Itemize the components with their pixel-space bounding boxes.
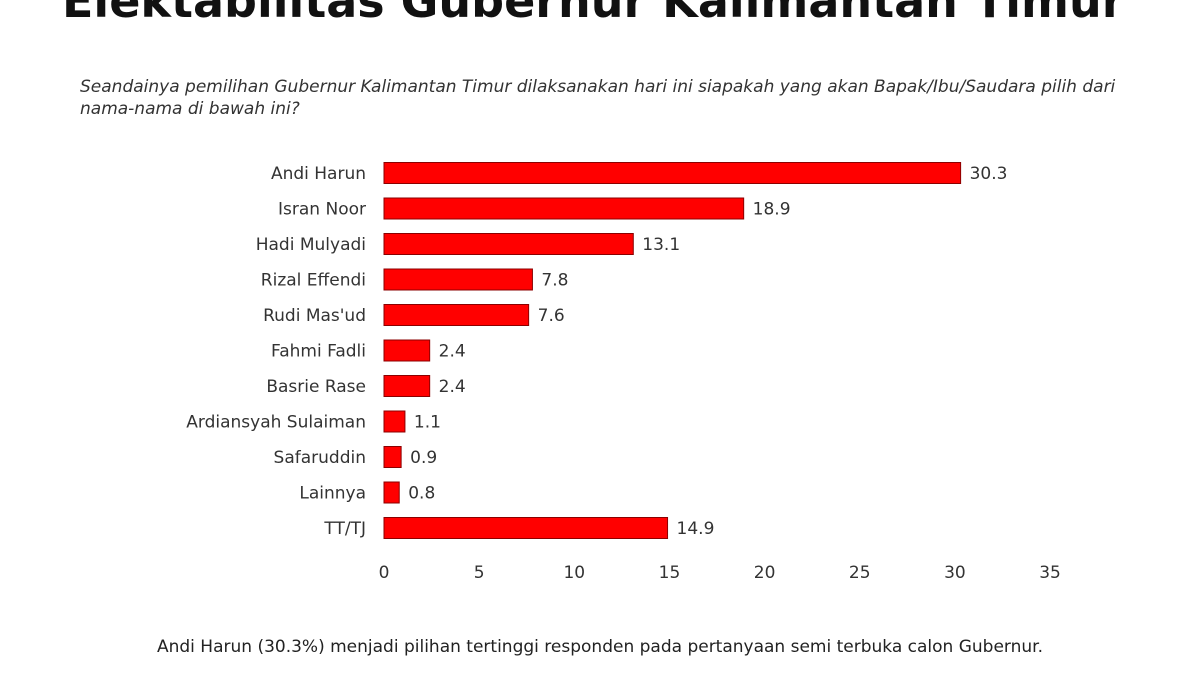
category-label: Safaruddin bbox=[274, 448, 366, 468]
value-label: 2.4 bbox=[439, 377, 466, 397]
bar bbox=[383, 304, 530, 326]
bar bbox=[383, 446, 402, 468]
chart-title: Elektabilitas Gubernur Kalimantan Timur bbox=[62, 0, 1125, 28]
bar bbox=[383, 517, 669, 539]
value-label: 7.8 bbox=[541, 271, 568, 291]
x-tick-label: 25 bbox=[849, 563, 871, 583]
bar bbox=[383, 197, 745, 220]
value-label: 7.6 bbox=[538, 306, 565, 326]
category-label: Fahmi Fadli bbox=[271, 342, 366, 362]
bar bbox=[383, 162, 962, 184]
bar-chart: Andi Harun 30.3 Isran Noor 18.9 Hadi Mulyadi… bbox=[186, 162, 1061, 583]
bar bbox=[383, 481, 400, 504]
bars-layer bbox=[383, 162, 962, 539]
value-label: 13.1 bbox=[642, 235, 680, 255]
value-label: 2.4 bbox=[439, 342, 466, 362]
bar bbox=[383, 339, 431, 362]
labels-layer: Andi Harun 30.3 Isran Noor 18.9 Hadi Mulyadi… bbox=[186, 164, 1007, 539]
x-tick-label: 0 bbox=[379, 563, 390, 583]
category-label: Rudi Mas'ud bbox=[263, 306, 366, 326]
category-label: Andi Harun bbox=[271, 164, 366, 184]
category-label: Lainnya bbox=[299, 484, 366, 504]
value-label: 14.9 bbox=[677, 519, 715, 539]
bar bbox=[383, 233, 634, 255]
category-label: Basrie Rase bbox=[266, 377, 366, 397]
category-label: Isran Noor bbox=[278, 200, 366, 220]
bar bbox=[383, 268, 533, 291]
value-label: 0.8 bbox=[408, 484, 435, 504]
category-label: TT/TJ bbox=[323, 519, 366, 539]
survey-question: Seandainya pemilihan Gubernur Kalimantan… bbox=[80, 77, 1116, 119]
x-tick-label: 35 bbox=[1039, 563, 1061, 583]
ticks-layer: 0 5 10 15 20 25 30 35 bbox=[379, 563, 1061, 583]
x-tick-label: 30 bbox=[944, 563, 966, 583]
value-label: 1.1 bbox=[414, 413, 441, 433]
bar bbox=[383, 375, 431, 397]
category-label: Hadi Mulyadi bbox=[256, 235, 366, 255]
category-label: Ardiansyah Sulaiman bbox=[186, 413, 366, 433]
value-label: 0.9 bbox=[410, 448, 437, 468]
x-tick-label: 20 bbox=[754, 563, 776, 583]
x-tick-label: 5 bbox=[474, 563, 485, 583]
bar bbox=[383, 410, 406, 433]
value-label: 18.9 bbox=[753, 200, 791, 220]
x-tick-label: 10 bbox=[563, 563, 585, 583]
chart-footnote: Andi Harun (30.3%) menjadi pilihan terti… bbox=[156, 637, 1043, 657]
category-label: Rizal Effendi bbox=[261, 271, 366, 291]
value-label: 30.3 bbox=[970, 164, 1008, 184]
x-tick-label: 15 bbox=[659, 563, 681, 583]
